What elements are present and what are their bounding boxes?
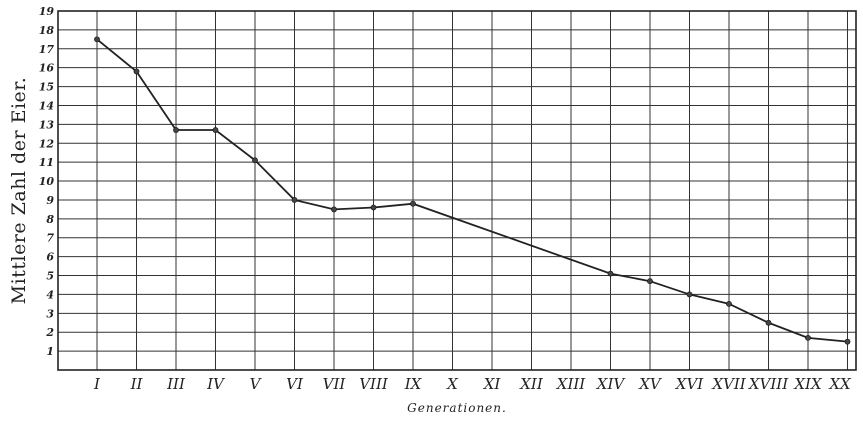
y-tick-label: 11	[39, 156, 54, 169]
data-point	[94, 36, 100, 43]
data-point	[726, 300, 732, 307]
data-point	[647, 278, 653, 285]
grid	[58, 10, 856, 370]
x-tick-label: XVIII	[748, 375, 789, 393]
x-tick-label: IX	[404, 375, 423, 393]
x-tick-label: V	[250, 375, 263, 393]
x-tick-label: XIII	[556, 375, 587, 393]
data-point	[410, 200, 416, 207]
x-tick-label: XII	[519, 375, 544, 393]
x-tick-label: XV	[638, 375, 663, 393]
data-point	[212, 127, 219, 133]
y-tick-label: 3	[46, 307, 54, 320]
data-point	[133, 68, 140, 75]
x-tick-label: XIX	[793, 375, 823, 393]
x-tick-labels: I II III IV V VI VII VIII IX X XI XII XIII XIV XV XVI XV…	[93, 375, 852, 393]
data-point	[252, 157, 258, 164]
x-tick-label: XI	[483, 375, 502, 393]
x-tick-label: II	[130, 375, 144, 393]
y-tick-label: 9	[46, 194, 54, 207]
y-tick-label: 14	[39, 99, 54, 112]
series-line	[96, 38, 848, 343]
x-tick-label: XX	[828, 375, 852, 393]
data-point	[805, 334, 811, 341]
y-tick-label: 17	[39, 43, 55, 56]
y-tick-label: 8	[46, 213, 54, 226]
data-point	[291, 197, 298, 203]
x-tick-label: VI	[286, 375, 304, 393]
x-tick-label: VII	[323, 375, 347, 393]
x-tick-label: XVI	[675, 375, 705, 393]
y-tick-label: 7	[46, 232, 54, 245]
y-tick-label: 12	[39, 137, 55, 150]
y-tick-label: 16	[39, 62, 55, 75]
data-point	[607, 270, 614, 277]
y-tick-label: 6	[46, 251, 54, 264]
data-point	[686, 291, 693, 298]
data-point	[370, 204, 377, 211]
data-points	[94, 36, 851, 345]
plot-frame	[57, 10, 857, 371]
y-axis-label: Mittlere Zahl der Eier.	[8, 77, 30, 305]
x-tick-label: III	[166, 375, 186, 393]
y-tick-label: 18	[39, 24, 55, 37]
y-tick-label: 2	[45, 326, 54, 339]
data-point	[331, 206, 337, 213]
x-tick-label: VIII	[359, 375, 389, 393]
y-tick-label: 15	[39, 81, 54, 94]
y-tick-label: 13	[39, 118, 55, 131]
y-tick-label: 19	[39, 5, 55, 18]
y-tick-label: 4	[46, 288, 54, 301]
x-axis-label: Generationen.	[407, 401, 507, 415]
y-tick-label: 1	[46, 345, 54, 358]
data-point	[173, 127, 179, 133]
x-tick-label: X	[446, 375, 459, 393]
y-tick-label: 5	[46, 270, 54, 283]
y-tick-label: 10	[39, 175, 55, 188]
x-tick-label: I	[93, 375, 101, 393]
data-point	[844, 338, 851, 345]
data-point	[765, 319, 772, 326]
x-tick-label: XIV	[596, 375, 627, 393]
x-tick-label: IV	[206, 375, 226, 393]
x-tick-label: XVII	[711, 375, 746, 393]
